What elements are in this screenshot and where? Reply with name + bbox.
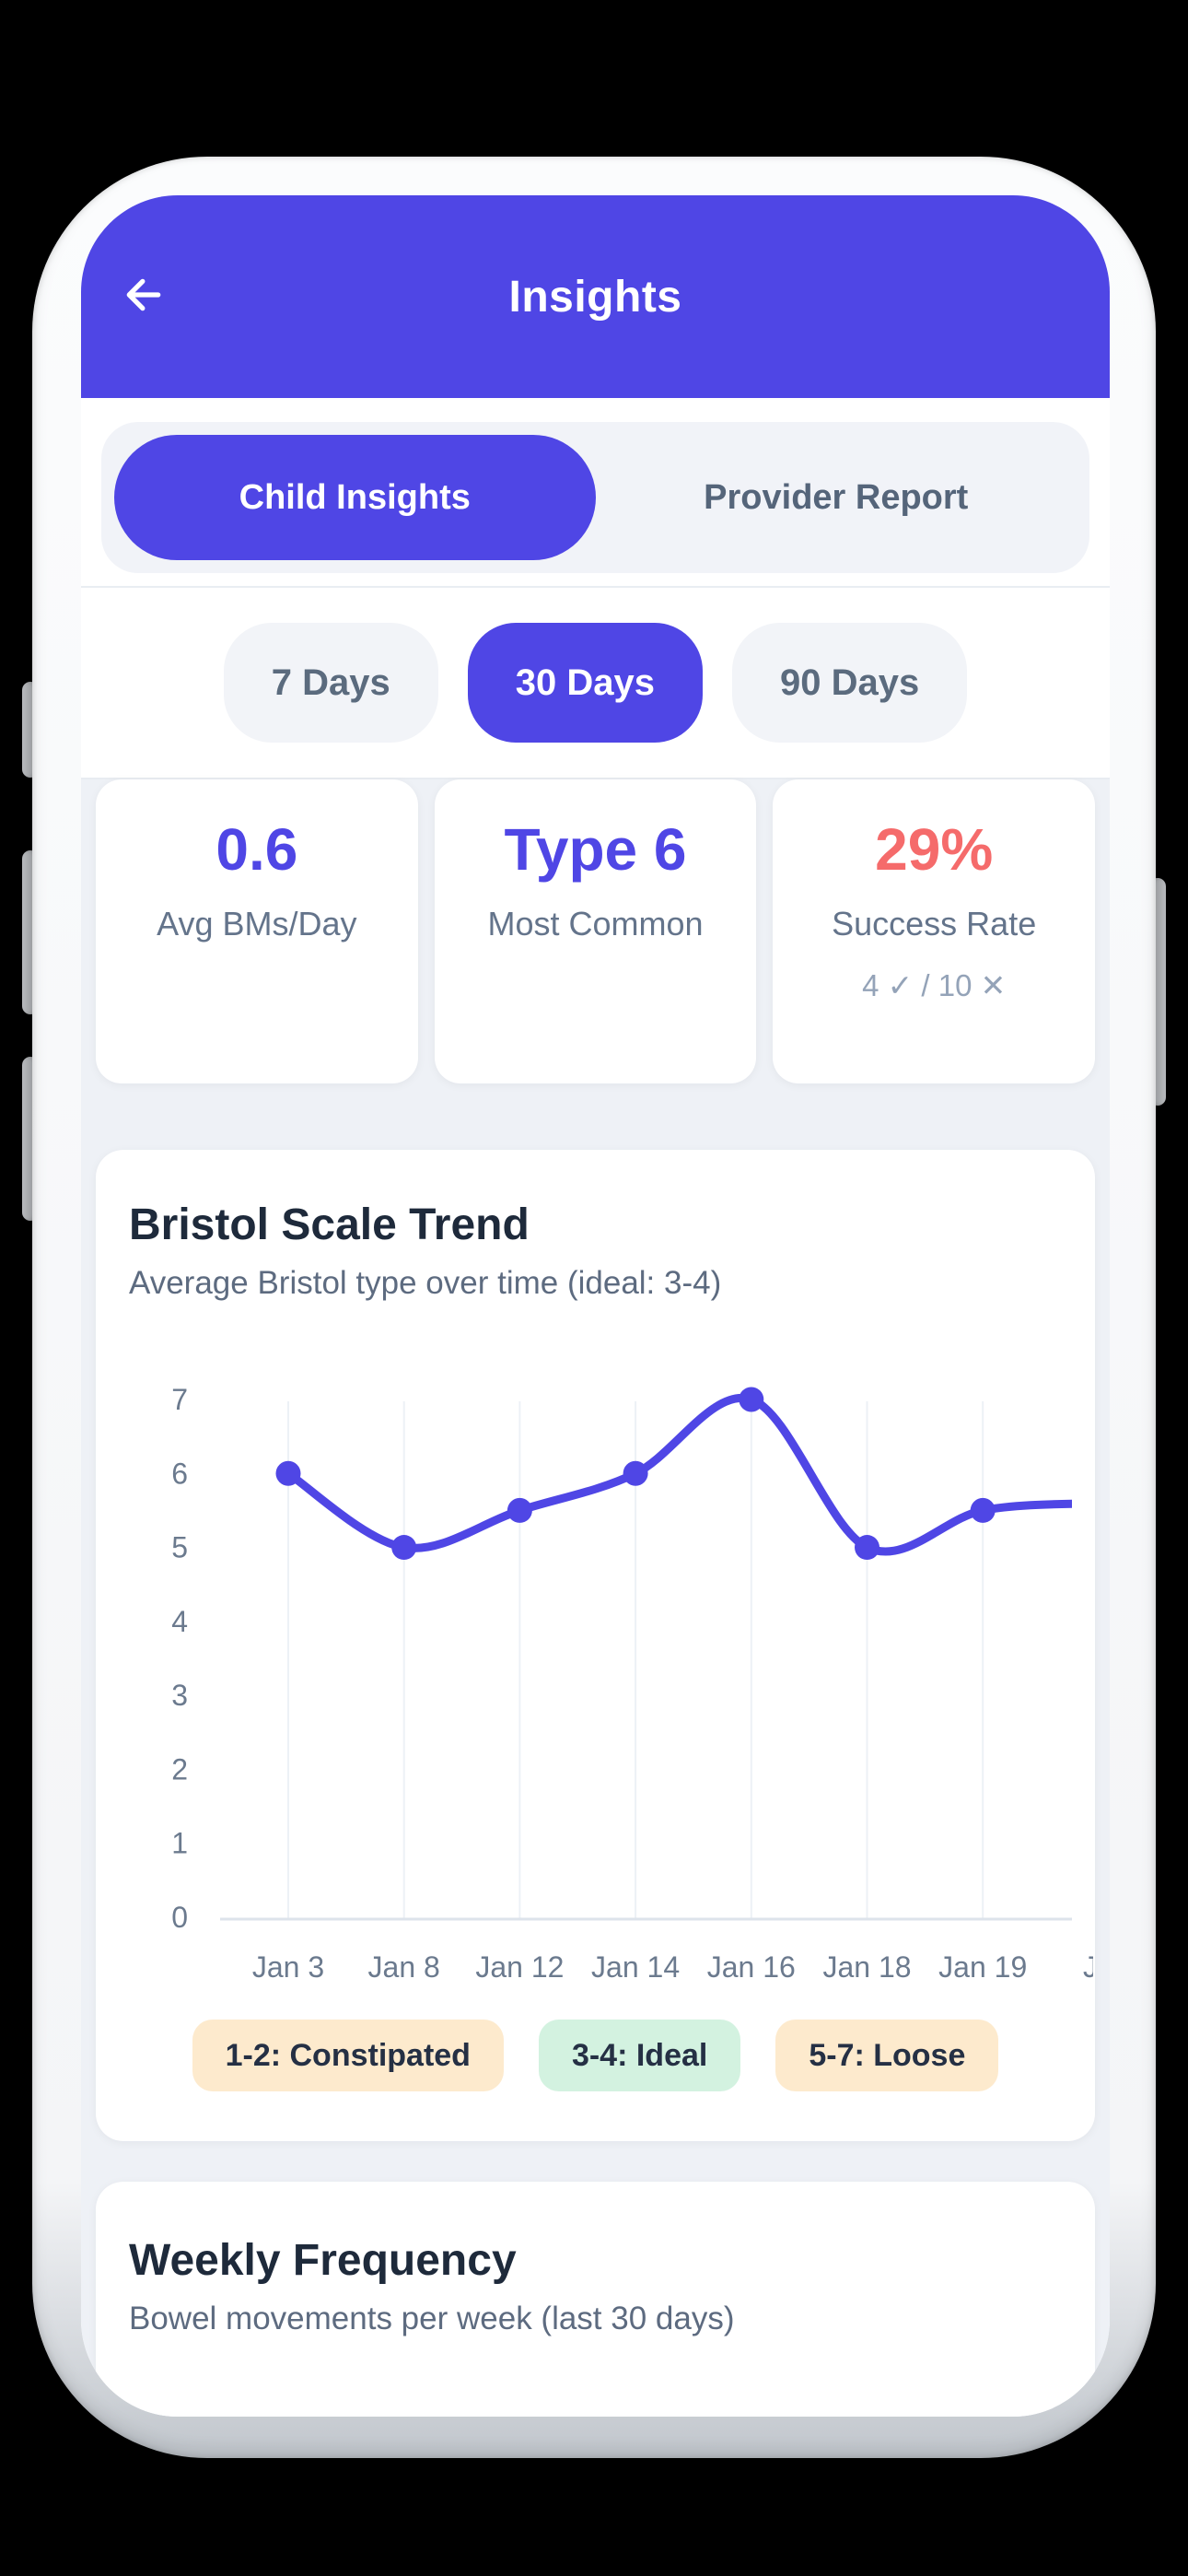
stat-card-success-rate: 29% Success Rate 4 ✓ / 10 ✕: [773, 779, 1096, 1083]
svg-text:Ja: Ja: [1083, 1950, 1093, 1984]
stats-row: 0.6 Avg BMs/Day Type 6 Most Common 29% S…: [96, 779, 1096, 1083]
svg-text:7: 7: [171, 1383, 188, 1416]
legend-ideal: 3-4: Ideal: [538, 2020, 741, 2091]
arrow-left-icon: [119, 270, 169, 324]
bristol-trend-card: Bristol Scale Trend Average Bristol type…: [96, 1150, 1110, 2141]
tab-child-insights[interactable]: Child Insights: [114, 435, 596, 560]
card-subtitle: Bowel movements per week (last 30 days): [129, 2301, 735, 2336]
stat-label: Success Rate: [832, 905, 1037, 943]
tab-section: Child Insights Provider Report: [81, 398, 1110, 586]
stat-sub-detail: 4 ✓ / 10 ✕: [862, 968, 1007, 1002]
section-divider: [81, 586, 1110, 588]
stat-label: Most Common: [487, 905, 704, 943]
svg-text:5: 5: [171, 1531, 188, 1564]
svg-text:Jan 14: Jan 14: [591, 1950, 680, 1984]
svg-text:Jan 8: Jan 8: [368, 1950, 440, 1984]
phone-frame: Insights Child Insights Provider Report …: [32, 157, 1156, 2458]
time-filter-row: 7 Days 30 Days 90 Days: [81, 588, 1110, 778]
tab-provider-report[interactable]: Provider Report: [704, 477, 969, 517]
stat-value: 29%: [875, 816, 994, 883]
svg-text:Jan 18: Jan 18: [822, 1950, 911, 1984]
svg-text:3: 3: [171, 1679, 188, 1712]
stat-card-avg-bms: 0.6 Avg BMs/Day: [96, 779, 418, 1083]
page-title: Insights: [508, 272, 682, 322]
card-subtitle: Average Bristol type over time (ideal: 3…: [129, 1265, 722, 1301]
card-title: Weekly Frequency: [129, 2236, 517, 2285]
stat-card-most-common: Type 6 Most Common: [434, 779, 757, 1083]
stat-value: Type 6: [504, 816, 687, 883]
chart-legend: 1-2: Constipated 3-4: Ideal 5-7: Loose: [96, 2020, 1095, 2091]
phone-screen: Insights Child Insights Provider Report …: [81, 195, 1110, 2417]
svg-text:0: 0: [171, 1901, 188, 1934]
card-title: Bristol Scale Trend: [129, 1200, 530, 1249]
app-header: Insights: [81, 195, 1110, 398]
svg-text:4: 4: [171, 1605, 188, 1638]
svg-text:Jan 16: Jan 16: [707, 1950, 796, 1984]
weekly-frequency-card: Weekly Frequency Bowel movements per wee…: [96, 2182, 1095, 2417]
svg-text:2: 2: [171, 1752, 188, 1786]
svg-text:Jan 19: Jan 19: [938, 1950, 1027, 1984]
filter-7-days[interactable]: 7 Days: [223, 623, 438, 743]
legend-loose: 5-7: Loose: [775, 2020, 999, 2091]
stat-value: 0.6: [215, 816, 298, 883]
filter-90-days[interactable]: 90 Days: [731, 623, 968, 743]
bristol-line-chart: 7 6 5 4 3 2 1 0 Jan 3 Jan 8 Jan 12 Jan 14 Jan 16 Jan …: [96, 1374, 1110, 1996]
stat-label: Avg BMs/Day: [157, 905, 357, 943]
svg-text:Jan 3: Jan 3: [252, 1950, 324, 1984]
svg-text:Jan 12: Jan 12: [475, 1950, 564, 1984]
tab-switcher: Child Insights Provider Report: [101, 422, 1089, 573]
back-button[interactable]: [116, 269, 171, 324]
svg-text:6: 6: [171, 1457, 188, 1490]
content-area: 0.6 Avg BMs/Day Type 6 Most Common 29% S…: [81, 778, 1110, 2417]
legend-constipated: 1-2: Constipated: [192, 2020, 504, 2091]
filter-30-days[interactable]: 30 Days: [467, 623, 703, 743]
svg-text:1: 1: [171, 1827, 188, 1860]
